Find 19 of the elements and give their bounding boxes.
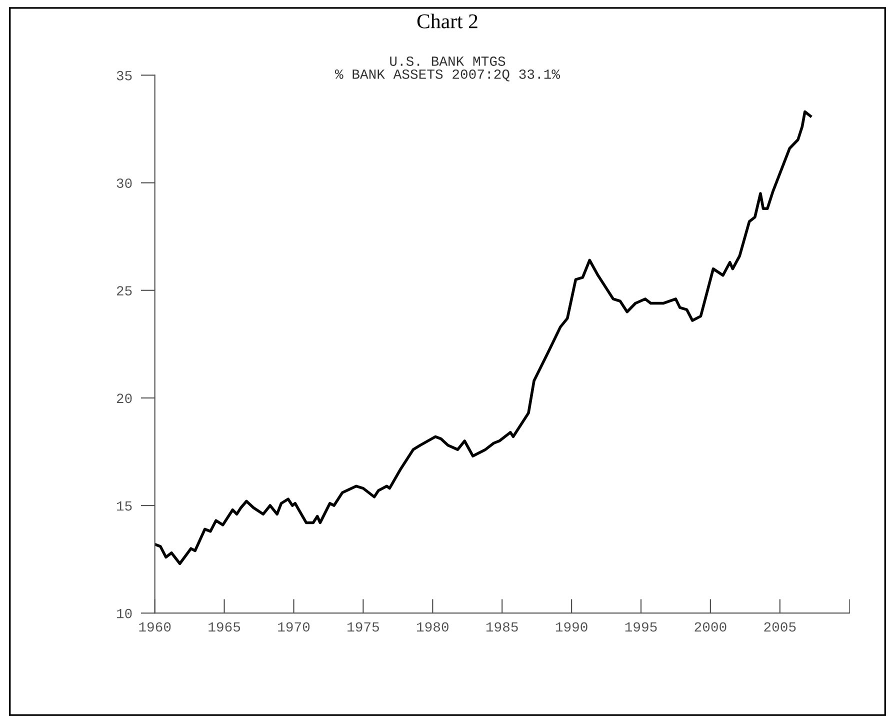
x-tick-label: 1990	[556, 622, 588, 632]
x-tick-label: 1985	[486, 622, 518, 632]
y-tick-label: 15	[116, 501, 132, 511]
chart-title: Chart 2	[417, 14, 478, 28]
x-tick-label: 1960	[139, 622, 171, 632]
x-tick-label: 1970	[278, 622, 310, 632]
x-tick-label: 2000	[694, 622, 726, 632]
line-series	[154, 110, 812, 566]
x-tick-label: 2005	[764, 622, 796, 632]
x-tick-label: 1965	[208, 622, 240, 632]
x-tick-label: 1975	[348, 622, 379, 632]
y-tick-label: 20	[116, 394, 132, 404]
y-tick-label: 35	[116, 70, 132, 80]
y-tick-label: 25	[116, 286, 132, 296]
x-tick-label: 1995	[625, 622, 657, 632]
y-tick-label: 10	[116, 608, 132, 618]
chart-subtitle: U.S. BANK MTGS % BANK ASSETS 2007:2Q 33.1%	[334, 56, 560, 82]
x-tick-label: 1980	[416, 622, 448, 632]
y-tick-label: 30	[116, 178, 132, 188]
